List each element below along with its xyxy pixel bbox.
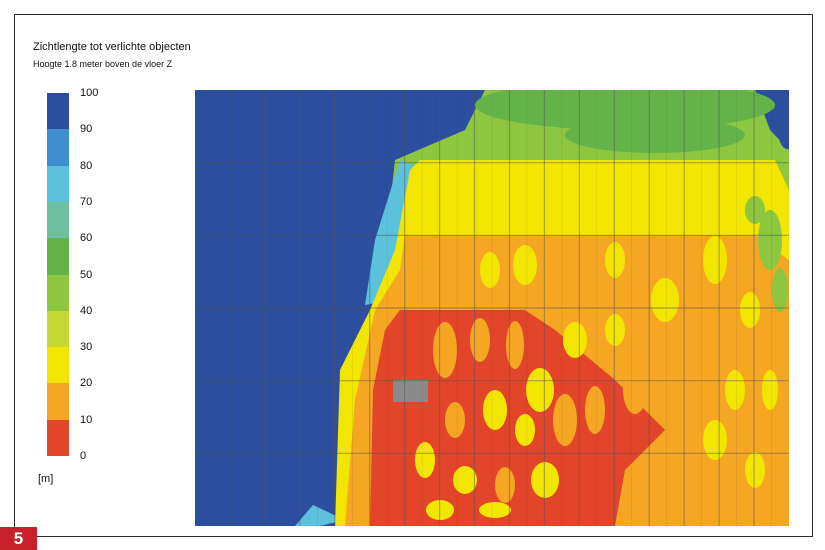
figure-number-badge: 5 bbox=[0, 527, 37, 550]
zone-speckle bbox=[740, 292, 760, 328]
legend-swatch bbox=[47, 419, 69, 457]
zone-speckle bbox=[553, 394, 577, 446]
zone-speckle bbox=[683, 356, 707, 404]
legend-tick-label: 80 bbox=[80, 159, 93, 172]
legend-swatch bbox=[47, 201, 69, 239]
legend-tick-label: 100 bbox=[80, 87, 99, 99]
legend-tick-label: 0 bbox=[80, 450, 87, 462]
heatmap-plot bbox=[195, 90, 789, 526]
zone-speckle bbox=[651, 278, 679, 322]
zone-speckle bbox=[745, 452, 765, 488]
zone-speckle bbox=[445, 402, 465, 438]
legend-swatch bbox=[47, 238, 69, 275]
legend-swatch bbox=[47, 274, 69, 312]
zone-speckle bbox=[531, 462, 559, 498]
zone-70-80 bbox=[295, 505, 345, 526]
legend-swatch bbox=[47, 93, 69, 130]
zone-speckle bbox=[758, 210, 782, 270]
zone-speckle bbox=[433, 322, 457, 378]
zone-speckle bbox=[513, 245, 537, 285]
legend-swatch bbox=[47, 347, 69, 384]
zone-speckle bbox=[563, 322, 587, 358]
zone-50-60 bbox=[565, 117, 745, 153]
legend-tick-label: 70 bbox=[80, 195, 93, 208]
zone-speckle bbox=[485, 188, 505, 212]
zone-speckle bbox=[415, 442, 435, 478]
zone-speckle bbox=[480, 252, 500, 288]
zone-speckle bbox=[623, 366, 647, 414]
zone-speckle bbox=[521, 200, 549, 220]
legend-tick-label: 50 bbox=[80, 268, 93, 281]
zone-speckle bbox=[495, 467, 515, 503]
legend-tick-label: 40 bbox=[80, 304, 93, 317]
legend-unit: [m] bbox=[38, 473, 54, 485]
zone-speckle bbox=[515, 414, 535, 446]
legend-colorbar bbox=[47, 93, 69, 457]
zone-speckle bbox=[426, 500, 454, 520]
zone-speckle bbox=[470, 318, 490, 362]
zone-speckle bbox=[703, 236, 727, 284]
zone-speckle bbox=[663, 448, 687, 492]
zone-speckle bbox=[506, 321, 524, 369]
zone-speckle bbox=[703, 420, 727, 460]
legend-swatch bbox=[47, 383, 69, 421]
legend-swatch bbox=[47, 129, 69, 167]
chart-subtitle: Hoogte 1.8 meter boven de vloer Z bbox=[33, 59, 173, 69]
legend-tick-label: 90 bbox=[80, 123, 93, 136]
legend-tick-label: 10 bbox=[80, 413, 93, 426]
zone-speckle bbox=[745, 196, 765, 224]
zone-speckle bbox=[772, 268, 788, 312]
zone-speckle bbox=[725, 370, 745, 410]
legend-swatch bbox=[47, 165, 69, 203]
zone-speckle bbox=[605, 314, 625, 346]
zone-speckle bbox=[526, 368, 554, 412]
zone-speckle bbox=[605, 242, 625, 278]
zone-speckle bbox=[762, 370, 778, 410]
zone-speckle bbox=[483, 390, 507, 430]
zone-speckle bbox=[453, 466, 477, 494]
zone-speckle bbox=[479, 502, 511, 518]
chart-title: Zichtlengte tot verlichte objecten bbox=[33, 41, 191, 53]
legend-tick-label: 20 bbox=[80, 377, 93, 390]
legend-tick-label: 60 bbox=[80, 232, 93, 245]
legend-tick-label: 30 bbox=[80, 341, 93, 354]
zone-speckle bbox=[777, 101, 789, 149]
legend-swatch bbox=[47, 310, 69, 348]
object-mark bbox=[393, 380, 428, 402]
zone-speckle bbox=[585, 386, 605, 434]
zone-speckle bbox=[655, 348, 675, 392]
